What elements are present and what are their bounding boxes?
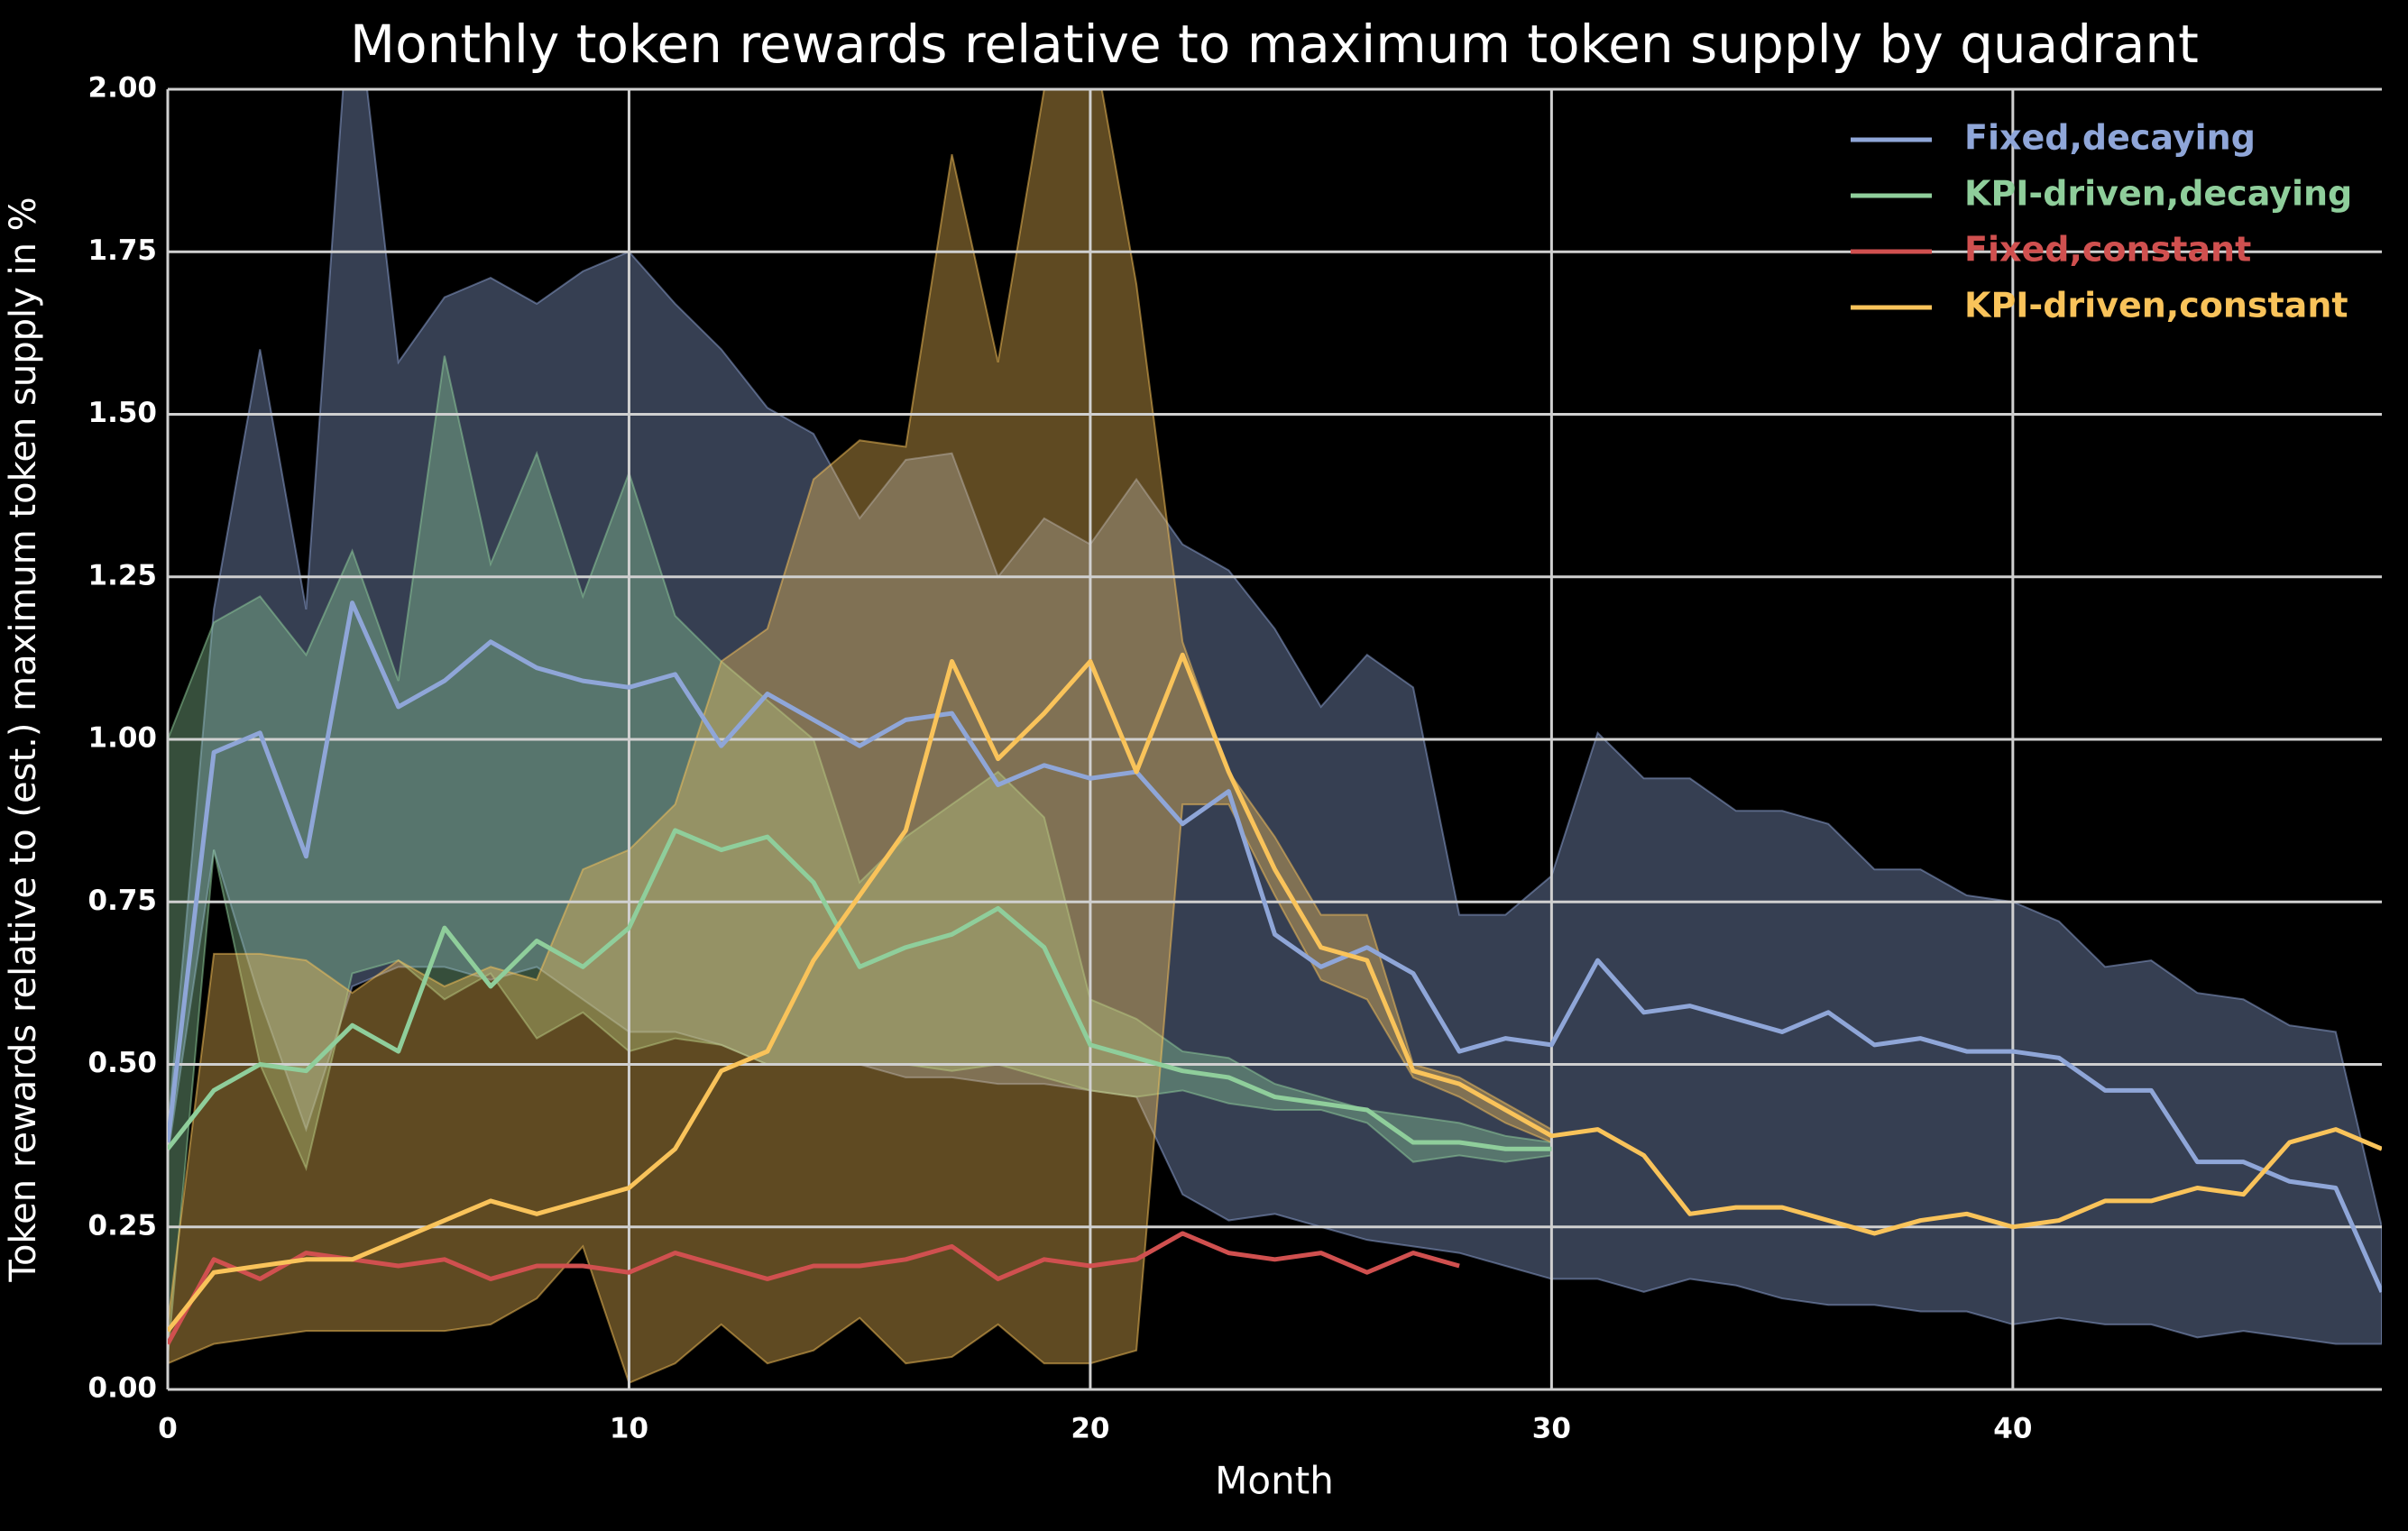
x-tick-label: 20 [1071, 1413, 1109, 1445]
x-tick-label: 0 [158, 1413, 178, 1445]
y-tick-label: 0.75 [88, 885, 158, 917]
y-tick-label: 0.25 [88, 1209, 158, 1242]
y-tick-label: 2.00 [88, 72, 158, 105]
series-line [168, 828, 1552, 1151]
band [168, 89, 2382, 1345]
y-tick-label: 1.50 [88, 397, 158, 429]
y-tick-label: 1.00 [88, 722, 158, 755]
y-tick-label: 1.75 [88, 234, 158, 267]
bands [168, 89, 2382, 1385]
grid [166, 87, 2382, 1391]
series-line [168, 652, 2382, 1333]
series-line [168, 1231, 1460, 1345]
legend-label: Fixed,decaying [1964, 118, 2256, 158]
x-tick-label: 10 [610, 1413, 648, 1445]
y-tick-label: 1.25 [88, 559, 158, 591]
x-tick-label: 30 [1532, 1413, 1571, 1445]
legend-label: KPI-driven,constant [1964, 286, 2348, 325]
x-axis-label: Month [1215, 1459, 1334, 1503]
ticks: 0.00 0.25 0.50 0.75 1.00 1.25 1.50 1.75 2.00 0 10 2… [88, 72, 2033, 1445]
legend: Fixed,decaying KPI-driven,decaying Fixed,c… [1851, 118, 2352, 325]
y-tick-label: 0.00 [88, 1372, 158, 1405]
y-axis-label: Token rewards relative to (est.) maximum… [3, 197, 44, 1282]
y-tick-label: 0.50 [88, 1047, 158, 1079]
lines [168, 600, 2382, 1345]
legend-label: Fixed,constant [1964, 230, 2251, 270]
series-line [168, 600, 2382, 1293]
legend-label: KPI-driven,decaying [1964, 174, 2352, 214]
chart-title: Monthly token rewards relative to maximu… [350, 14, 2199, 75]
x-tick-label: 40 [1993, 1413, 2032, 1445]
